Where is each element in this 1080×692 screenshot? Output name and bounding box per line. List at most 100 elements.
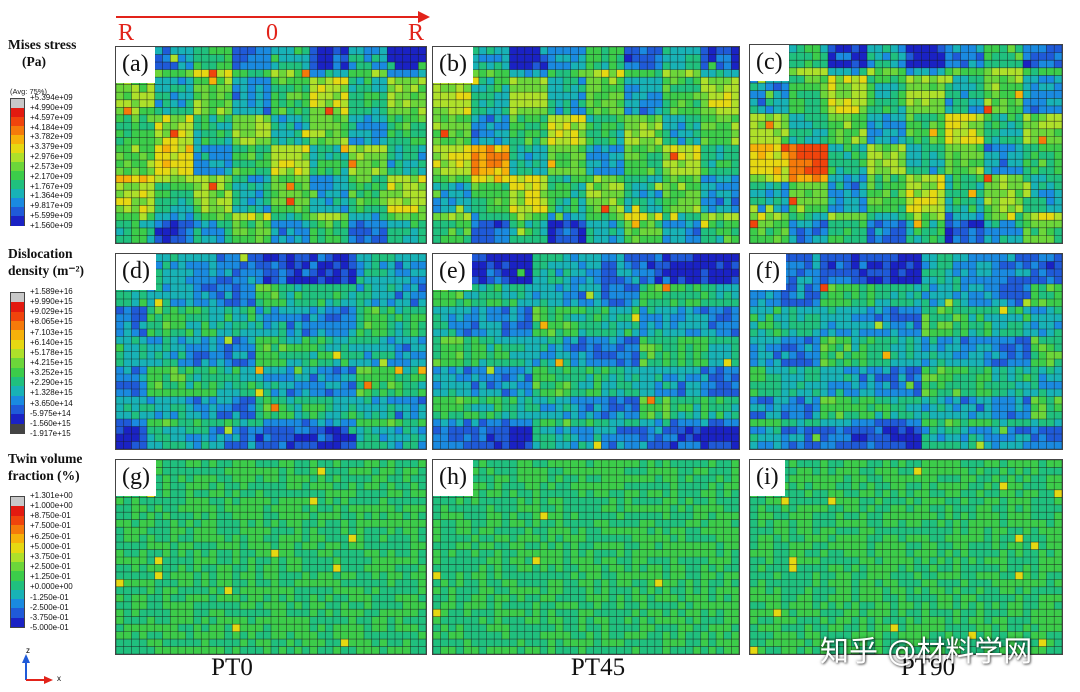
legend-tick-label: -5.000e-01 [30, 623, 69, 632]
legend-tick-label: -1.560e+15 [30, 418, 71, 428]
legend-color-band [11, 506, 24, 517]
panel-f-dislocation-pt90: (f) [749, 253, 1063, 450]
column-label-pt45: PT45 [570, 654, 626, 681]
legend-color-band [11, 321, 24, 331]
legend-color-band [11, 571, 24, 582]
legend-tick-label: +5.178e+15 [30, 347, 73, 357]
panel-c-stress-pt90: (c) [749, 44, 1063, 244]
legend-color-band [11, 117, 24, 127]
legend-tick-label: +4.215e+15 [30, 358, 73, 367]
legend-tick-label: +2.290e+15 [30, 378, 73, 388]
loading-direction-arrow [114, 8, 434, 26]
legend-color-band [11, 108, 24, 118]
legend-tick-label: +2.573e+09 [30, 161, 73, 171]
column-label-pt0: PT0 [211, 654, 253, 681]
legend-tick-label: +1.328e+15 [30, 388, 73, 398]
legend-tick-label: +5.394e+09 [30, 93, 73, 102]
legend-tick-label: +3.379e+09 [30, 142, 73, 152]
legend-color-band [11, 562, 24, 572]
legend-tick-label: +1.589e+16 [30, 287, 73, 296]
axis-z-label: z [26, 646, 30, 655]
dislocation-legend-title-1: Dislocation [8, 246, 73, 261]
legend-color-band [11, 377, 24, 387]
contour-mesh [433, 254, 739, 449]
mises-legend-avg: (Avg: 75%) [10, 87, 47, 96]
legend-color-band [11, 395, 24, 406]
panel-a-stress-pt0: (a) [115, 46, 427, 244]
legend-tick-label: +6.140e+15 [30, 337, 73, 347]
panel-label: (e) [433, 254, 472, 290]
legend-color-band [11, 126, 24, 136]
legend-color-band [11, 497, 24, 507]
twin-volume-fraction-legend: Twin volume fraction (%) +1.301e+00 +1.00… [0, 450, 112, 640]
twin-color-bar [10, 496, 25, 628]
legend-color-band [11, 414, 24, 425]
legend-color-band [11, 358, 24, 369]
legend-tick-label: -3.750e-01 [30, 612, 69, 622]
legend-color-band [11, 349, 24, 359]
legend-color-band [11, 367, 24, 378]
twin-legend-title-1: Twin volume [8, 451, 83, 466]
legend-color-band [11, 216, 24, 226]
legend-tick-label: +0.000e+00 [30, 582, 73, 592]
legend-color-band [11, 552, 24, 563]
column-label-pt90: PT90 [900, 654, 956, 681]
contour-mesh [750, 45, 1062, 243]
mises-color-bar [10, 98, 25, 226]
panel-label: (b) [433, 47, 473, 83]
legend-tick-label: +1.250e-01 [30, 572, 71, 582]
dislocation-color-bar [10, 292, 25, 434]
legend-color-band [11, 330, 24, 341]
legend-tick-label: +2.976e+09 [30, 152, 73, 162]
panel-label: (g) [116, 460, 156, 496]
legend-color-band [11, 198, 24, 208]
axis-x-label: x [57, 674, 61, 683]
legend-tick-label: -1.250e-01 [30, 592, 69, 602]
legend-color-band [11, 524, 24, 535]
legend-tick-label: +1.364e+09 [30, 191, 73, 201]
legend-color-band [11, 534, 24, 544]
contour-mesh [433, 460, 739, 654]
legend-tick-label: +7.500e-01 [30, 521, 71, 531]
axis-triad: z x [20, 646, 80, 686]
legend-tick-label: +9.990e+15 [30, 297, 73, 307]
legend-color-band [11, 599, 24, 609]
legend-color-band [11, 311, 24, 322]
legend-color-band [11, 339, 24, 350]
panel-label: (d) [116, 254, 156, 290]
twin-legend-title-2: fraction (%) [8, 468, 80, 483]
legend-color-band [11, 589, 24, 600]
legend-tick-label: +2.500e-01 [30, 562, 71, 572]
dislocation-density-legend: Dislocation density (m⁻²) +1.589e+16 +9.9… [0, 245, 112, 445]
legend-color-band [11, 543, 24, 554]
legend-tick-label: +8.750e-01 [30, 511, 71, 521]
legend-color-band [11, 162, 24, 172]
legend-color-band [11, 515, 24, 526]
mises-legend-title-1: Mises stress [8, 37, 77, 52]
panel-h-twin-pt45: (h) [432, 459, 740, 655]
legend-tick-label: +3.782e+09 [30, 132, 73, 142]
legend-color-band [11, 153, 24, 163]
panel-i-twin-pt90: (i) [749, 459, 1063, 655]
panel-label: (f) [750, 254, 786, 290]
legend-color-band [11, 608, 24, 619]
legend-color-band [11, 386, 24, 397]
legend-tick-label: +9.029e+15 [30, 307, 73, 317]
panel-b-stress-pt45: (b) [432, 46, 740, 244]
arrow-left-label: R [118, 20, 135, 46]
legend-color-band [11, 293, 24, 303]
contour-mesh [433, 47, 739, 243]
watermark-text: 知乎 @材料学网 [820, 634, 1033, 668]
contour-mesh [750, 254, 1062, 449]
panel-label: (i) [750, 460, 785, 496]
legend-color-band [11, 144, 24, 154]
legend-color-band [11, 171, 24, 181]
contour-mesh [750, 460, 1062, 654]
legend-tick-label: -2.500e-01 [30, 602, 69, 612]
legend-color-band [11, 423, 24, 434]
legend-tick-label: +4.990e+09 [30, 102, 73, 112]
arrow-mid-label: 0 [266, 20, 278, 46]
legend-color-band [11, 405, 24, 415]
legend-color-band [11, 207, 24, 217]
legend-tick-label: +3.750e-01 [30, 551, 71, 561]
